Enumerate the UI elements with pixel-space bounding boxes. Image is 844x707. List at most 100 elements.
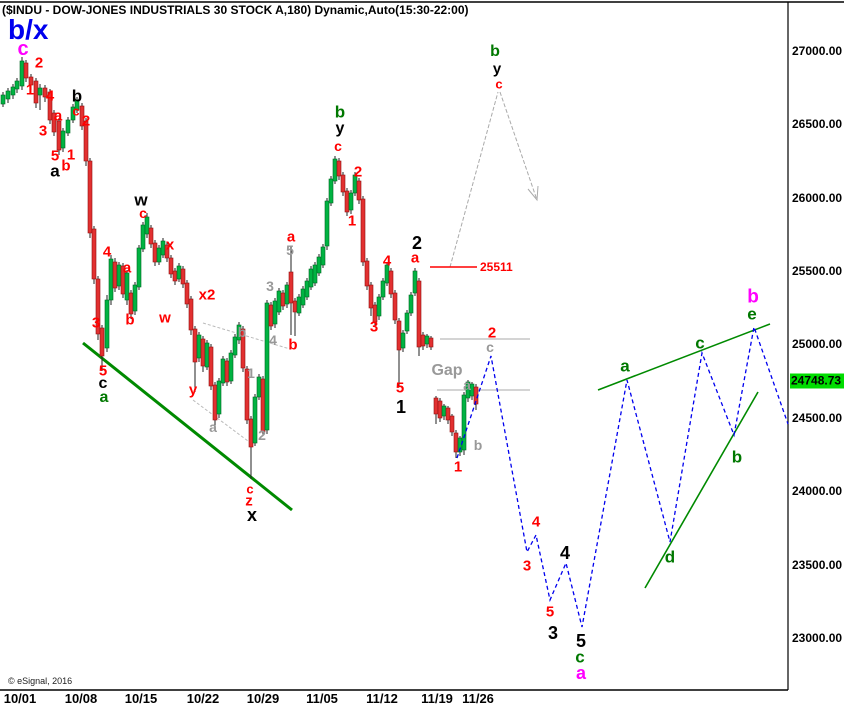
- wave-label-c: c: [17, 38, 29, 60]
- wave-label-a: a: [620, 356, 630, 376]
- chart-title: ($INDU - DOW-JONES INDUSTRIALS 30 STOCK …: [2, 3, 469, 17]
- wave-label-5: 5: [545, 603, 555, 621]
- wave-label-a: a: [575, 663, 587, 683]
- wave-label-4: 4: [269, 332, 277, 348]
- wave-label-2: 2: [34, 54, 44, 72]
- wave-label-1: 1: [453, 458, 463, 476]
- price-tick-23500.00: 23500.00: [792, 558, 843, 572]
- plot-frame: [0, 1, 844, 691]
- last-price-badge: 24748.73: [790, 373, 844, 389]
- wave-label-c: c: [334, 138, 342, 154]
- wave-label-3: 3: [266, 278, 274, 294]
- price-tick-27000.00: 27000.00: [792, 44, 843, 58]
- price-tick-25000.00: 25000.00: [792, 337, 843, 351]
- wave-label-5: 5: [575, 631, 587, 651]
- wave-label-2: 2: [353, 163, 363, 181]
- wave-label-c: c: [575, 647, 585, 667]
- wave-label-4: 4: [531, 513, 541, 531]
- wave-label-c: c: [98, 375, 108, 392]
- wave-label-1: 1: [347, 212, 357, 230]
- date-tick-11/12: 11/12: [366, 691, 398, 706]
- wave-label-5: 5: [395, 379, 405, 397]
- wave-label-Gap: Gap: [431, 362, 463, 379]
- price-tick-24500.00: 24500.00: [792, 411, 843, 425]
- wave-label-2: 2: [411, 233, 423, 253]
- wave-label-c: c: [695, 333, 705, 353]
- wave-label-3: 3: [522, 557, 532, 575]
- wave-label-2: 2: [81, 112, 91, 130]
- wave-label-1: 1: [395, 397, 407, 417]
- date-tick-10/08: 10/08: [64, 691, 98, 706]
- wave-label-b: b: [288, 336, 298, 354]
- date-tick-11/05: 11/05: [306, 691, 338, 706]
- price-tick-25500.00: 25500.00: [792, 264, 843, 278]
- wave-label-a: a: [99, 389, 109, 406]
- date-tick-10/15: 10/15: [124, 691, 158, 706]
- candlestick-series: [0, 57, 479, 479]
- wave-label-4: 4: [102, 243, 112, 261]
- wave-label-a: a: [53, 107, 63, 125]
- wave-label-b: b: [334, 102, 346, 122]
- wave-label-b: b: [61, 157, 71, 175]
- date-tick-10/22: 10/22: [186, 691, 220, 706]
- wave-label-w: w: [159, 309, 171, 327]
- wave-label-x2: x2: [198, 286, 216, 304]
- key-level-label: 25511: [480, 260, 513, 274]
- wave-label-5: 5: [286, 242, 294, 258]
- wave-label-c: c: [246, 481, 254, 497]
- wave-label-e: e: [747, 304, 757, 324]
- wave-label-b: b: [490, 43, 500, 60]
- price-tick-26000.00: 26000.00: [792, 191, 843, 205]
- trendlines-layer: [82, 91, 771, 589]
- wave-label-c: c: [486, 339, 494, 355]
- wave-label-b: b: [747, 286, 759, 308]
- wave-label-c: c: [139, 205, 147, 221]
- wave-label-4: 4: [382, 252, 392, 270]
- wave-label-z: z: [245, 492, 253, 510]
- wave-label-1: 1: [66, 146, 76, 164]
- wave-label-2: 2: [258, 427, 266, 443]
- wave-label-a: a: [50, 161, 60, 181]
- wave-label-b: b: [125, 311, 135, 329]
- date-tick-10/01: 10/01: [3, 691, 37, 706]
- wave-label-y: y: [335, 120, 345, 137]
- wave-label-y: y: [492, 60, 502, 78]
- wave-label-w: w: [134, 190, 148, 210]
- price-tick-26500.00: 26500.00: [792, 117, 843, 131]
- wave-label-3: 3: [369, 318, 379, 336]
- wave-label-a: a: [463, 377, 471, 393]
- wave-label-x: x: [165, 236, 175, 254]
- wave-label-d: d: [664, 547, 676, 567]
- wave-label-b: b: [731, 447, 743, 467]
- wave-label-b: b: [237, 324, 247, 340]
- date-tick-10/29: 10/29: [246, 691, 280, 706]
- esignal-watermark: © eSignal, 2016: [8, 676, 73, 686]
- date-tick-11/19: 11/19: [421, 691, 453, 706]
- wave-label-2: 2: [487, 324, 497, 342]
- wave-label-4: 4: [45, 87, 55, 105]
- wave-label-a: a: [122, 259, 132, 277]
- wave-label-b: b: [473, 437, 483, 453]
- wave-label-a: a: [410, 249, 420, 267]
- wave-label-3: 3: [91, 314, 101, 332]
- wave-label-4: 4: [559, 543, 571, 563]
- date-tick-11/26: 11/26: [462, 691, 494, 706]
- wave-label-3: 3: [38, 122, 48, 140]
- wave-label-b: b: [71, 86, 83, 106]
- wave-label-3: 3: [547, 623, 559, 643]
- wave-label-a: a: [286, 228, 296, 246]
- wave-label-c: c: [72, 103, 80, 119]
- wave-label-y: y: [188, 381, 198, 399]
- wave-label-a: a: [209, 419, 217, 435]
- primary-wave-label: b/x: [8, 14, 49, 45]
- wave-label-x: x: [246, 505, 258, 525]
- wave-label-5: 5: [98, 362, 108, 380]
- wave-label-c: c: [495, 76, 503, 92]
- price-tick-24000.00: 24000.00: [792, 484, 843, 498]
- wave-label-1: 1: [247, 365, 255, 381]
- projection-zigzag: [456, 324, 789, 628]
- wave-label-1: 1: [25, 81, 35, 99]
- price-tick-23000.00: 23000.00: [792, 631, 843, 645]
